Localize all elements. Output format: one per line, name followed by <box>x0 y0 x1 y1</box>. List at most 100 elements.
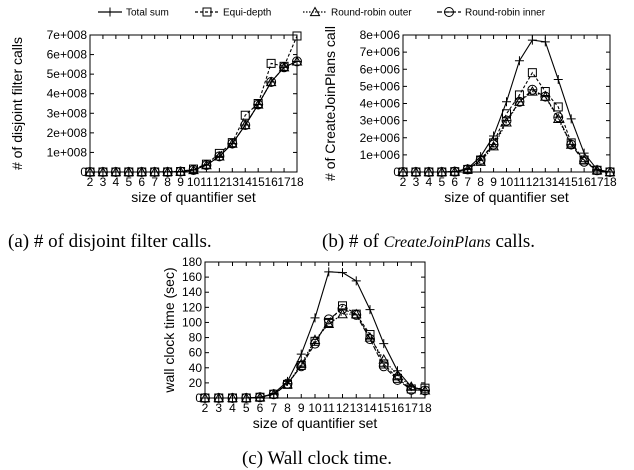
y-tick-label: 2e+006 <box>360 131 401 145</box>
y-tick-label: 8e+006 <box>360 28 401 42</box>
x-tick-label: 5 <box>438 175 445 189</box>
legend-marker-plus <box>105 7 115 17</box>
legend-label-4: Round-robin inner <box>465 8 546 19</box>
x-tick-label: 3 <box>100 175 107 189</box>
x-tick-label: 2 <box>400 175 407 189</box>
y-tick-label: 6e+008 <box>47 48 88 62</box>
x-tick-label: 13 <box>226 175 240 189</box>
y-tick-label: 4e+008 <box>47 87 88 101</box>
data-point-plus <box>566 114 576 124</box>
data-point-triangle <box>501 116 512 127</box>
x-tick-label: 4 <box>426 175 433 189</box>
x-tick-label: 6 <box>138 175 145 189</box>
data-point-square <box>540 87 550 97</box>
y-tick-label: 60 <box>189 346 203 360</box>
x-tick-label: 18 <box>418 401 432 415</box>
x-tick-label: 6 <box>451 175 458 189</box>
plot-frame-c <box>204 261 426 399</box>
x-tick-label: 16 <box>391 401 405 415</box>
y-tick-label: 40 <box>189 361 203 375</box>
caption-b-prefix: (b) # of <box>322 231 384 252</box>
x-tick-label: 17 <box>405 401 419 415</box>
x-tick-label: 12 <box>336 401 350 415</box>
data-point-triangle <box>488 140 499 151</box>
y-tick-label: 3e+008 <box>47 106 88 120</box>
y-tick-label: 5e+006 <box>360 79 401 93</box>
x-tick-label: 18 <box>603 175 617 189</box>
series-plus <box>398 35 615 177</box>
caption-a: (a) # of disjoint filter calls. <box>8 231 212 252</box>
x-tick-label: 11 <box>200 175 213 189</box>
series-triangle <box>199 308 431 403</box>
caption-b: (b) # of CreateJoinPlans calls. <box>322 231 535 252</box>
legend-label-2: Equi-depth <box>223 8 271 19</box>
y-tick-label: 20 <box>189 376 203 390</box>
x-tick-label: 9 <box>298 401 305 415</box>
y-tick-label: 120 <box>182 300 202 314</box>
x-tick-label: 18 <box>290 175 304 189</box>
x-tick-label: 14 <box>552 175 566 189</box>
x-tick-label: 2 <box>202 401 209 415</box>
data-point-triangle <box>364 332 376 342</box>
x-tick-label: 15 <box>565 175 579 189</box>
y-tick-label: 0 <box>393 165 400 179</box>
y-tick-label: 0 <box>80 165 87 179</box>
x-tick-label: 3 <box>413 175 420 189</box>
y-tick-label: 80 <box>189 331 203 345</box>
x-tick-label: 7 <box>270 401 277 415</box>
data-point-square <box>527 68 537 78</box>
legend-label-3: Round-robin outer <box>331 8 412 19</box>
data-point-square <box>240 110 250 120</box>
x-tick-label: 12 <box>213 175 227 189</box>
y-tick-label: 7e+006 <box>360 45 401 59</box>
series-triangle <box>84 55 303 177</box>
x-tick-label: 10 <box>187 175 201 189</box>
y-tick-label: 6e+006 <box>360 62 401 76</box>
data-point-plus <box>351 276 361 286</box>
y-tick-label: 100 <box>182 315 202 329</box>
chart-b-createjoinplans-calls: 0 1e+006 2e+006 3e+006 4e+006 5e+006 6e+006 7e+… <box>322 26 617 205</box>
y-tick-label: 5e+008 <box>47 67 88 81</box>
x-tick-label: 17 <box>277 175 291 189</box>
y-tick-label: 0 <box>195 391 202 405</box>
series-circle <box>398 84 615 177</box>
x-tick-label: 11 <box>513 175 526 189</box>
data-point-plus <box>365 305 375 315</box>
series-plus <box>85 56 302 177</box>
x-tick-label: 9 <box>177 175 184 189</box>
x-tick-label: 14 <box>363 401 377 415</box>
x-tick-label: 5 <box>125 175 132 189</box>
data-point-plus <box>553 75 563 85</box>
data-point-triangle <box>378 353 390 364</box>
caption-b-italic: CreateJoinPlans <box>384 234 491 251</box>
caption-c: (c) Wall clock time. <box>242 448 392 469</box>
series-circle <box>85 56 302 177</box>
y-axis-label: # of CreateJoinPlans call <box>322 26 338 181</box>
x-tick-label: 8 <box>284 401 291 415</box>
x-tick-label: 16 <box>264 175 278 189</box>
data-point-triangle <box>392 369 403 380</box>
x-tick-label: 4 <box>229 401 236 415</box>
data-point-square <box>266 58 276 68</box>
legend-marker-triangle <box>309 6 321 17</box>
plot-frame-a <box>89 34 298 173</box>
series-circle <box>200 303 430 403</box>
x-tick-label: 11 <box>323 401 336 415</box>
x-tick-label: 7 <box>464 175 471 189</box>
series-line-square <box>90 35 298 173</box>
x-tick-label: 14 <box>239 175 253 189</box>
data-point-square <box>365 330 375 340</box>
x-tick-label: 16 <box>577 175 591 189</box>
data-point-plus <box>514 56 524 66</box>
caption-b-suffix: calls. <box>491 231 535 252</box>
series-line-triangle <box>205 313 426 399</box>
x-tick-label: 3 <box>215 401 222 415</box>
x-tick-label: 8 <box>164 175 171 189</box>
x-tick-label: 6 <box>257 401 264 415</box>
data-point-plus <box>310 313 320 323</box>
series-line-circle <box>90 60 298 173</box>
x-tick-label: 17 <box>590 175 604 189</box>
data-point-plus <box>324 267 334 277</box>
